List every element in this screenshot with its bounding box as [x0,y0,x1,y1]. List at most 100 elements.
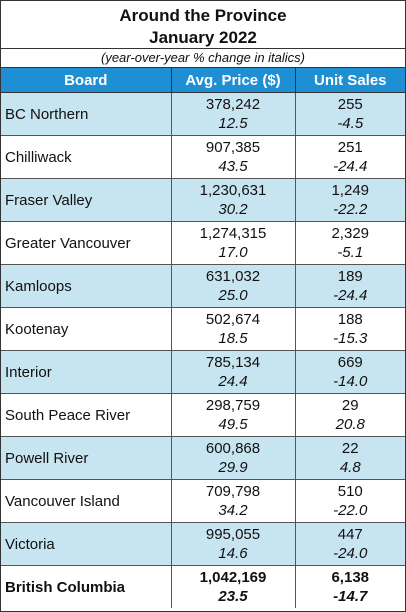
units-change: -22.0 [333,502,368,519]
units-cell: 1,249 -22.2 [294,178,405,222]
price-value: 785,134 [205,354,261,371]
price-cell: 785,134 24.4 [170,350,296,394]
price-cell: 298,759 49.5 [170,393,296,437]
title: Around the Province January 2022 [1,1,405,49]
price-cell: 378,242 12.5 [170,92,296,136]
units-cell: 22 4.8 [294,436,405,480]
board-cell: Victoria [1,522,172,566]
price-change: 23.5 [218,588,248,605]
price-cell: 1,042,169 23.5 [170,565,296,608]
units-cell: 29 20.8 [294,393,405,437]
price-cell: 502,674 18.5 [170,307,296,351]
units-value: 2,329 [331,225,370,242]
units-value: 1,249 [331,182,370,199]
table-row: BC Northern 378,242 12.5 255 -4.5 [1,92,405,136]
price-value: 1,042,169 [199,569,267,586]
table-row: Greater Vancouver 1,274,315 17.0 2,329 -5.1 [1,221,405,265]
price-change: 18.5 [218,330,248,347]
price-change: 30.2 [218,201,248,218]
units-cell: 188 -15.3 [294,307,405,351]
units-value: 669 [337,354,363,371]
table-row: Chilliwack 907,385 43.5 251 -24.4 [1,135,405,179]
price-value: 600,868 [205,440,261,457]
units-change: -14.7 [333,588,368,605]
price-value: 378,242 [205,96,261,113]
price-value: 1,230,631 [199,182,267,199]
table-row: Powell River 600,868 29.9 22 4.8 [1,436,405,480]
units-change: -5.1 [337,244,364,261]
price-change: 43.5 [218,158,248,175]
units-change: -14.0 [333,373,368,390]
board-cell: BC Northern [1,92,172,136]
price-cell: 709,798 34.2 [170,479,296,523]
units-cell: 447 -24.0 [294,522,405,566]
column-header: Board [1,68,172,93]
price-cell: 995,055 14.6 [170,522,296,566]
price-cell: 600,868 29.9 [170,436,296,480]
units-cell: 2,329 -5.1 [294,221,405,265]
units-cell: 669 -14.0 [294,350,405,394]
table-row: South Peace River 298,759 49.5 29 20.8 [1,393,405,437]
price-cell: 907,385 43.5 [170,135,296,179]
board-cell: Greater Vancouver [1,221,172,265]
units-cell: 255 -4.5 [294,92,405,136]
units-value: 22 [341,440,359,457]
units-change: -24.0 [333,545,368,562]
units-change: 20.8 [335,416,365,433]
price-change: 14.6 [218,545,248,562]
price-change: 25.0 [218,287,248,304]
units-change: -4.5 [337,115,364,132]
board-cell: Kootenay [1,307,172,351]
table-row: Kamloops 631,032 25.0 189 -24.4 [1,264,405,308]
price-value: 995,055 [205,526,261,543]
units-value: 447 [337,526,363,543]
table-row: Victoria 995,055 14.6 447 -24.0 [1,522,405,566]
units-change: -24.4 [333,287,368,304]
board-cell: South Peace River [1,393,172,437]
price-cell: 631,032 25.0 [170,264,296,308]
price-change: 34.2 [218,502,248,519]
table-row: Vancouver Island 709,798 34.2 510 -22.0 [1,479,405,523]
units-cell: 510 -22.0 [294,479,405,523]
price-change: 12.5 [218,115,248,132]
title-line: January 2022 [149,28,257,47]
units-value: 189 [337,268,363,285]
price-change: 49.5 [218,416,248,433]
units-change: -22.2 [333,201,368,218]
table-row: British Columbia 1,042,169 23.5 6,138 -14.7 [1,565,405,608]
units-value: 255 [337,96,363,113]
units-change: 4.8 [339,459,361,476]
units-cell: 189 -24.4 [294,264,405,308]
price-change: 29.9 [218,459,248,476]
price-value: 502,674 [205,311,261,328]
price-cell: 1,230,631 30.2 [170,178,296,222]
table-body: BC Northern 378,242 12.5 255 -4.5 Chilliwack 9… [1,92,405,608]
price-value: 298,759 [205,397,261,414]
column-header: Unit Sales [294,68,405,93]
column-header: Avg. Price ($) [170,68,296,93]
units-value: 29 [341,397,359,414]
units-change: -15.3 [333,330,368,347]
price-cell: 1,274,315 17.0 [170,221,296,265]
table-row: Interior 785,134 24.4 669 -14.0 [1,350,405,394]
price-change: 17.0 [218,244,248,261]
table-row: Kootenay 502,674 18.5 188 -15.3 [1,307,405,351]
table-row: Fraser Valley 1,230,631 30.2 1,249 -22.2 [1,178,405,222]
board-cell: Kamloops [1,264,172,308]
units-value: 6,138 [331,569,370,586]
board-cell: Fraser Valley [1,178,172,222]
units-cell: 251 -24.4 [294,135,405,179]
price-change: 24.4 [218,373,248,390]
board-cell: Chilliwack [1,135,172,179]
price-value: 1,274,315 [199,225,267,242]
header-row: Board Avg. Price ($) Unit Sales [1,68,405,93]
price-value: 631,032 [205,268,261,285]
subtitle: (year-over-year % change in italics) [1,49,405,68]
price-value: 709,798 [205,483,261,500]
units-cell: 6,138 -14.7 [294,565,405,608]
units-value: 251 [337,139,363,156]
price-value: 907,385 [205,139,261,156]
board-cell: Powell River [1,436,172,480]
